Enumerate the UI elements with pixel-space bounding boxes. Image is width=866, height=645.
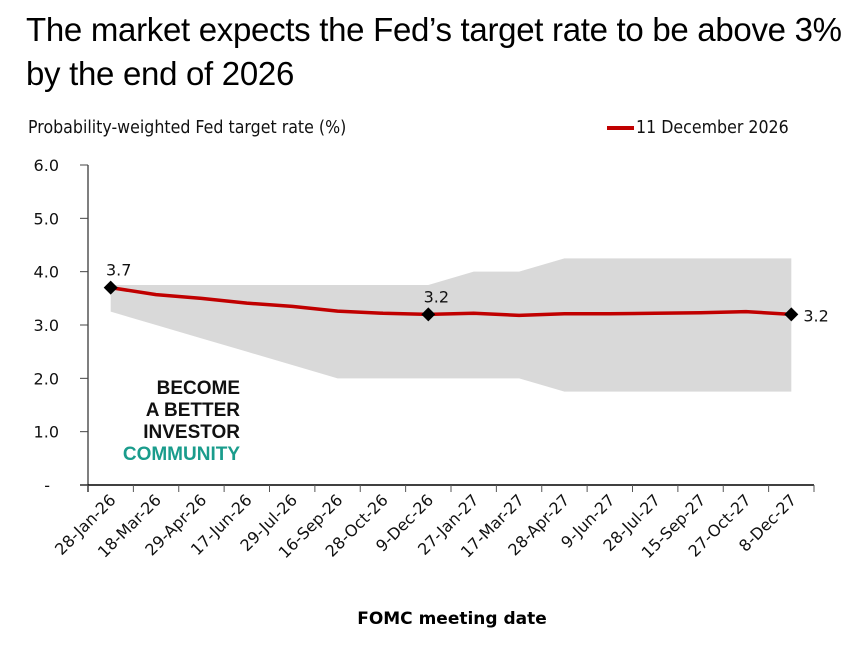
watermark-line: INVESTOR: [143, 422, 240, 443]
data-label: 3.2: [424, 287, 449, 306]
y-tick-label: 5.0: [34, 209, 59, 228]
data-point-marker: [784, 307, 799, 322]
legend-swatch: [607, 125, 634, 130]
series-line: [110, 285, 792, 318]
watermark-accent-line: COMMUNITY: [122, 444, 240, 465]
y-tick-label: -: [44, 476, 50, 495]
data-label: 3.7: [106, 261, 131, 280]
y-tick-label: 6.0: [34, 156, 59, 175]
range-band: [110, 258, 792, 392]
x-axis-title: FOMC meeting date: [357, 609, 547, 629]
chart-title: The market expects the Fed’s target rate…: [26, 11, 842, 92]
watermark-line: BECOME: [156, 378, 240, 399]
data-point-marker: [421, 307, 436, 322]
y-tick-label: 2.0: [34, 369, 59, 388]
chart-subtitle: Probability-weighted Fed target rate (%): [28, 117, 347, 138]
y-tick-label: 4.0: [34, 263, 59, 282]
legend-label: 11 December 2026: [636, 117, 789, 138]
data-label: 3.2: [803, 306, 828, 325]
legend: 11 December 2026: [607, 117, 810, 138]
watermark: BECOME A BETTER INVESTOR COMMUNITY: [98, 378, 240, 466]
data-point-marker: [103, 280, 118, 295]
y-tick-label: 3.0: [34, 316, 59, 335]
y-tick-label: 1.0: [34, 423, 59, 442]
watermark-line: A BETTER: [145, 400, 240, 421]
